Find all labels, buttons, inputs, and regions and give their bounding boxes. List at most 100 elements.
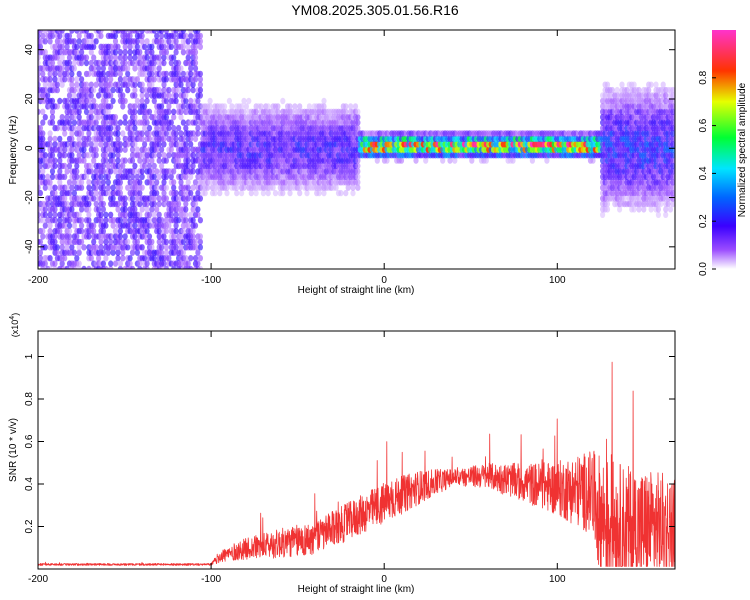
spectrogram-cell xyxy=(76,211,82,218)
spectrogram-cell xyxy=(54,81,61,88)
spectrogram-cell xyxy=(222,103,228,110)
spectrogram-cell xyxy=(183,206,189,213)
spectrogram-cell xyxy=(59,30,65,34)
spectrogram-cell xyxy=(197,195,203,202)
spectrogram-cell xyxy=(52,206,58,213)
spectrogram-cell xyxy=(40,233,46,240)
spectrogram-cell xyxy=(166,124,172,132)
spectrogram-cell xyxy=(253,108,259,116)
spectrogram-cell xyxy=(178,81,184,88)
spectrogram-cell xyxy=(185,38,191,45)
spectrogram-cell xyxy=(100,206,106,213)
spectrogram-cell xyxy=(108,92,114,99)
spectrogram-cell xyxy=(134,97,140,105)
spectrogram-cell xyxy=(112,119,119,126)
spectrogram-cell xyxy=(355,157,361,164)
spectrogram-cell xyxy=(79,76,85,83)
spectrogram-cell xyxy=(117,260,123,267)
spectrogram-cell xyxy=(83,108,90,116)
spectrogram-cell xyxy=(83,81,90,88)
spectrogram-cell xyxy=(105,141,111,148)
spectrogram-cell xyxy=(112,32,119,40)
spectrogram-cell xyxy=(76,38,82,45)
spectrogram-cell xyxy=(69,184,75,191)
spectrogram-cell xyxy=(42,206,48,213)
spectrogram-cell xyxy=(86,70,92,78)
spectrogram-cell xyxy=(355,184,361,191)
spectrogram-cell xyxy=(120,162,126,170)
spectrogram-cell xyxy=(93,184,99,191)
spectrogram-cell xyxy=(96,65,102,72)
spectrogram-cell xyxy=(40,135,46,143)
spectrogram-cell xyxy=(149,70,155,78)
spectrogram-cell xyxy=(190,86,196,94)
spectrogram-cell xyxy=(151,76,157,83)
spectrogram-cell xyxy=(146,162,153,170)
spectrogram-cell xyxy=(57,59,63,67)
x-tick-label: -200 xyxy=(28,275,48,286)
spectrogram-cell xyxy=(192,179,199,186)
spectrogram-cell xyxy=(624,86,630,94)
spectrogram-cell xyxy=(47,76,53,83)
spectrogram-cell xyxy=(188,135,194,143)
spectrogram-cell xyxy=(57,227,63,235)
spectrogram-cell xyxy=(93,146,99,153)
spectrogram-cell xyxy=(108,130,114,137)
spectrogram-cell xyxy=(183,211,189,218)
spectrogram-cell xyxy=(195,249,201,256)
spectrogram-cell xyxy=(156,141,162,148)
spectrogram-cell xyxy=(71,179,77,186)
spectrogram-cell xyxy=(280,189,286,197)
spectrogram-cell xyxy=(132,86,138,94)
snr-multiplier-text: (x10 xyxy=(10,320,20,338)
spectrogram-cell xyxy=(47,227,53,235)
spectrogram-cell xyxy=(163,157,169,164)
spectrogram-cell xyxy=(47,222,53,229)
spectrogram-cell xyxy=(62,130,68,137)
x-tick-label: -100 xyxy=(201,275,221,286)
spectrogram-cell xyxy=(163,30,169,34)
spectrogram-y-label: Frequency (Hz) xyxy=(8,116,19,185)
spectrogram-cell xyxy=(100,260,106,267)
spectrogram-cell xyxy=(197,43,203,50)
spectrogram-cell xyxy=(188,30,194,34)
spectrogram-cell xyxy=(134,238,140,246)
spectrogram-cell xyxy=(239,103,245,110)
spectrogram-cell xyxy=(122,233,128,240)
spectrogram-cell xyxy=(139,244,145,251)
spectrogram-cell xyxy=(52,157,58,164)
spectrogram-cell xyxy=(38,184,41,191)
spectrogram-cell xyxy=(42,81,48,88)
spectrogram-cell xyxy=(40,32,46,40)
spectrogram-cell xyxy=(66,92,73,99)
spectrogram-cell xyxy=(142,59,148,67)
spectrogram-cell xyxy=(207,103,213,110)
spectrogram-cell xyxy=(71,86,77,94)
spectrogram-cell xyxy=(122,200,128,208)
spectrogram-cell xyxy=(117,227,123,235)
spectrogram-cell xyxy=(127,32,133,40)
spectrogram-cell xyxy=(304,189,310,197)
spectrogram-cell xyxy=(188,32,194,40)
spectrogram-cell xyxy=(168,173,174,180)
spectrogram-cell xyxy=(93,103,99,110)
spectrogram-cell xyxy=(151,152,157,159)
x-tick-label: -100 xyxy=(201,574,221,585)
spectrogram-cell xyxy=(88,141,94,148)
spectrogram-cell xyxy=(105,86,111,94)
spectrogram-cell xyxy=(74,233,80,240)
spectrogram-cell xyxy=(49,168,56,175)
spectrogram-cell xyxy=(171,233,177,240)
spectrogram-cell xyxy=(83,103,90,110)
spectrogram-cell xyxy=(117,146,123,153)
spectrogram-cell xyxy=(81,146,87,153)
spectrogram-cell xyxy=(139,173,145,180)
spectrogram-cell xyxy=(88,81,94,88)
spectrogram-cell xyxy=(217,189,223,197)
spectrogram-cell xyxy=(115,59,121,67)
spectrogram-cell xyxy=(144,92,150,99)
spectrogram-cell xyxy=(83,59,90,67)
spectrogram-cell xyxy=(168,59,174,67)
spectrogram-cell xyxy=(151,114,157,121)
spectrogram-cell xyxy=(86,97,92,105)
